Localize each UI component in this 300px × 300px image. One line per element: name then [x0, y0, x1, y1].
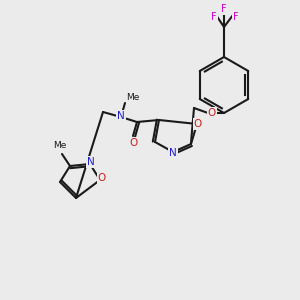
Text: F: F — [211, 12, 217, 22]
Text: N: N — [117, 111, 125, 121]
Text: Me: Me — [126, 92, 140, 101]
Text: O: O — [98, 173, 106, 183]
Text: O: O — [208, 108, 216, 118]
Text: O: O — [129, 138, 137, 148]
Text: N: N — [169, 148, 177, 158]
Text: F: F — [233, 12, 239, 22]
Text: N: N — [87, 157, 95, 167]
Text: F: F — [221, 4, 227, 14]
Text: Me: Me — [53, 142, 67, 151]
Text: O: O — [194, 119, 202, 129]
